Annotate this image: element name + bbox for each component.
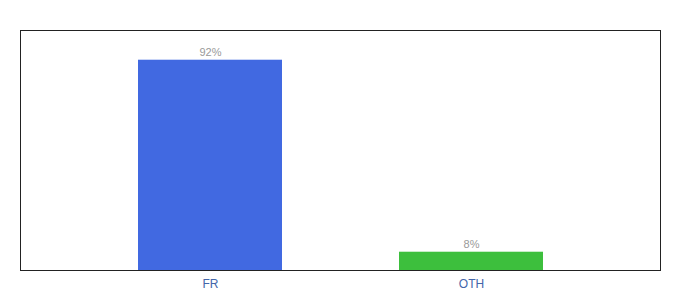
svg-text:92%: 92% [199, 46, 221, 58]
svg-text:FR: FR [203, 277, 219, 291]
svg-text:OTH: OTH [459, 277, 484, 291]
svg-text:8%: 8% [464, 238, 480, 250]
